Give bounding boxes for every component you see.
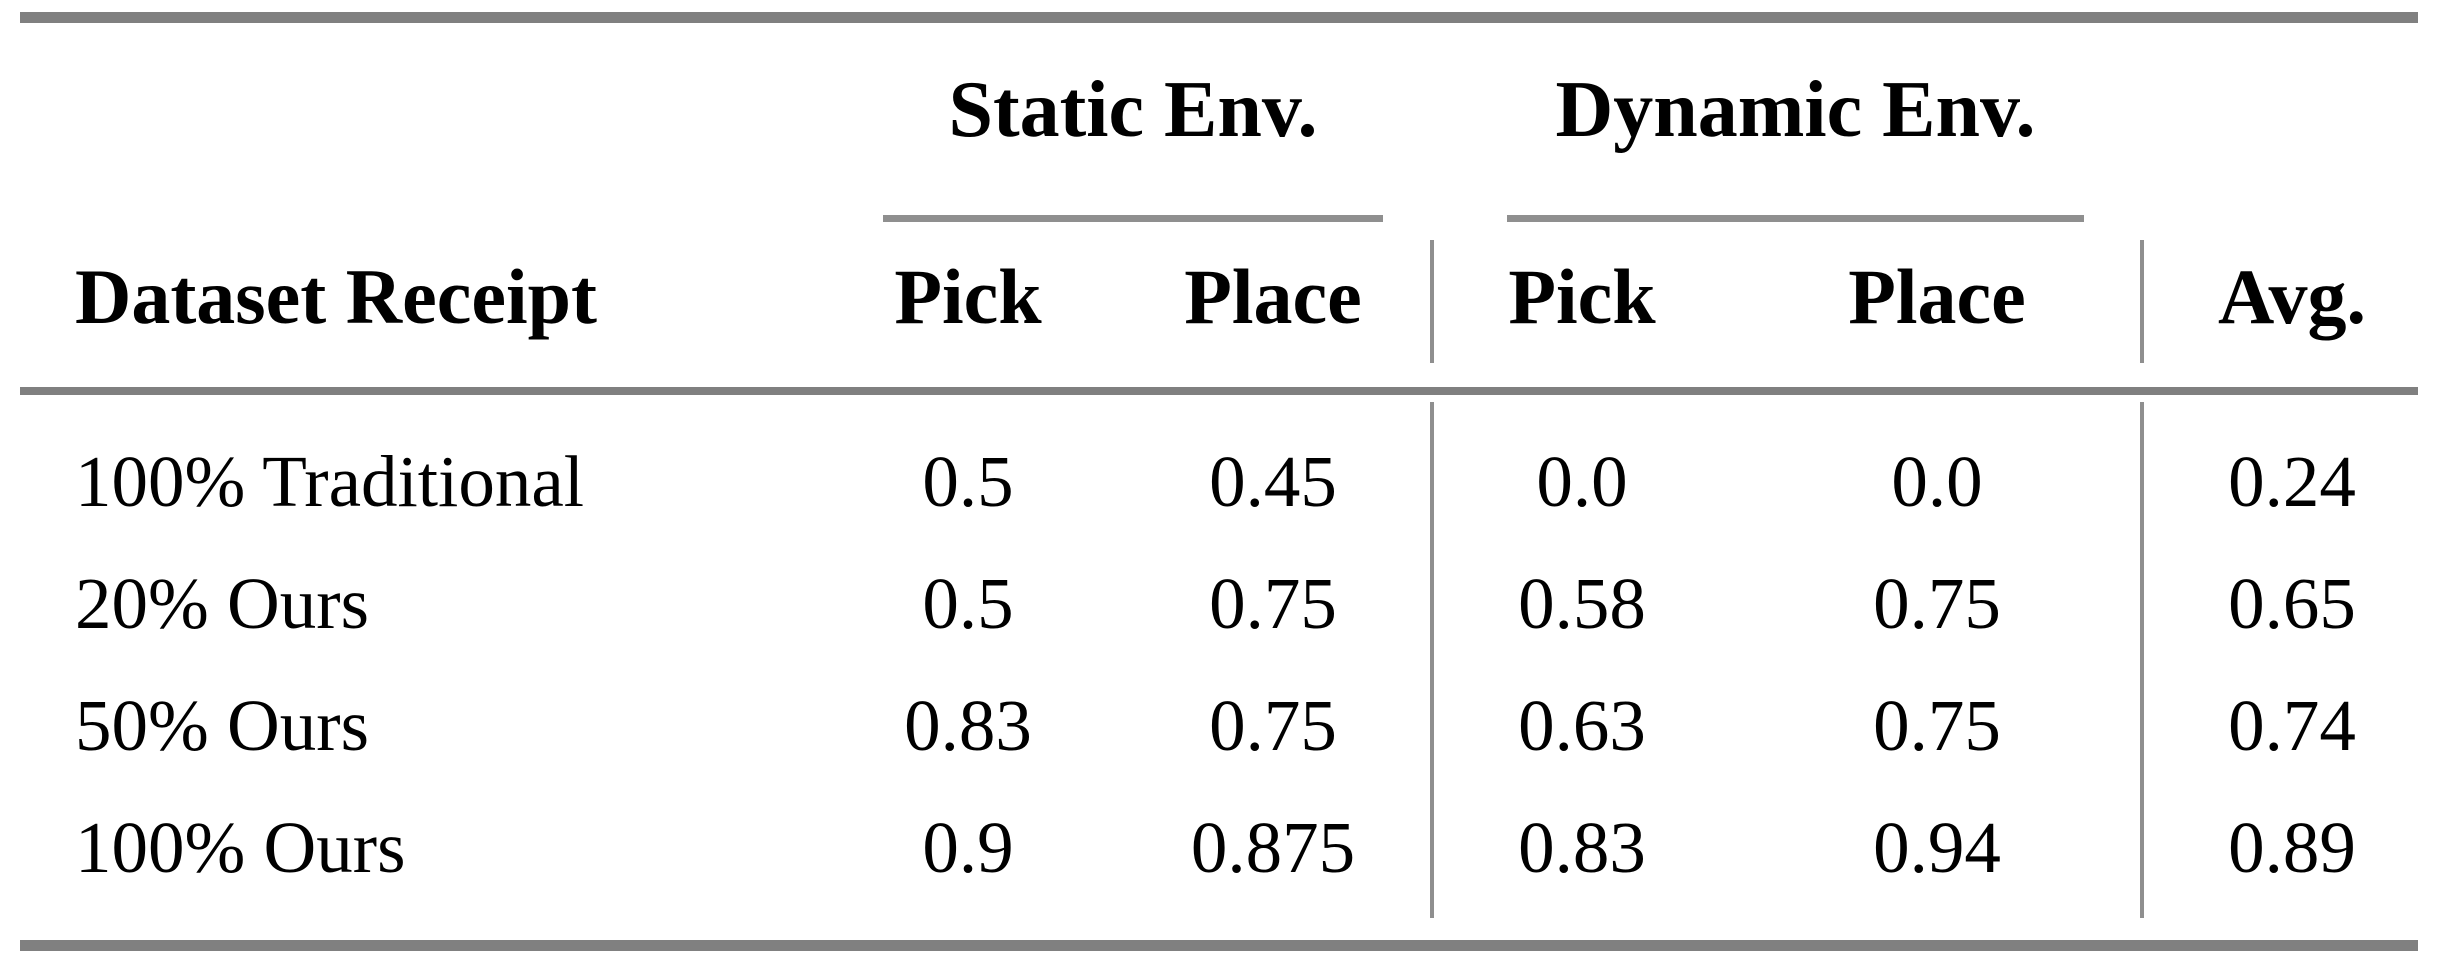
row-label: 20% Ours [75, 563, 369, 644]
row-label: 50% Ours [75, 685, 369, 766]
group-header-static-env: Static Env. [948, 66, 1318, 154]
group-header-dynamic-env: Dynamic Env. [1555, 66, 2036, 154]
column-header-dynamic-place: Place [1848, 253, 2026, 340]
cell-avg: 0.74 [2228, 685, 2356, 766]
column-header-static-place: Place [1184, 253, 1362, 340]
row-label: 100% Traditional [75, 441, 585, 522]
cell-static-pick: 0.9 [922, 807, 1014, 888]
column-header-avg: Avg. [2217, 253, 2367, 340]
cell-static-pick: 0.5 [922, 441, 1014, 522]
cell-static-pick: 0.5 [922, 563, 1014, 644]
cell-dynamic-pick: 0.63 [1518, 685, 1646, 766]
mid-rule [20, 387, 2418, 395]
column-header-dataset-receipt: Dataset Receipt [75, 253, 597, 340]
vertical-separator-2-body [2140, 402, 2144, 918]
cell-avg: 0.24 [2228, 441, 2356, 522]
cell-avg: 0.65 [2228, 563, 2356, 644]
cell-static-place: 0.75 [1209, 563, 1337, 644]
dynamic-env-underline [1507, 215, 2084, 222]
vertical-separator-2-header [2140, 240, 2144, 363]
vertical-separator-1-body [1430, 402, 1434, 918]
static-env-underline [883, 215, 1383, 222]
cell-static-place: 0.875 [1190, 807, 1356, 888]
cell-dynamic-place: 0.94 [1873, 807, 2001, 888]
top-rule [20, 12, 2418, 23]
column-header-dynamic-pick: Pick [1508, 253, 1656, 340]
column-header-static-pick: Pick [894, 253, 1042, 340]
row-label: 100% Ours [75, 807, 406, 888]
cell-avg: 0.89 [2228, 807, 2356, 888]
cell-dynamic-pick: 0.58 [1518, 563, 1646, 644]
bottom-rule [20, 940, 2418, 951]
cell-static-place: 0.45 [1209, 441, 1337, 522]
cell-dynamic-place: 0.75 [1873, 685, 2001, 766]
cell-dynamic-pick: 0.0 [1536, 441, 1628, 522]
cell-static-place: 0.75 [1209, 685, 1337, 766]
cell-dynamic-place: 0.75 [1873, 563, 2001, 644]
cell-dynamic-pick: 0.83 [1518, 807, 1646, 888]
cell-static-pick: 0.83 [904, 685, 1032, 766]
vertical-separator-1-header [1430, 240, 1434, 363]
cell-dynamic-place: 0.0 [1891, 441, 1983, 522]
